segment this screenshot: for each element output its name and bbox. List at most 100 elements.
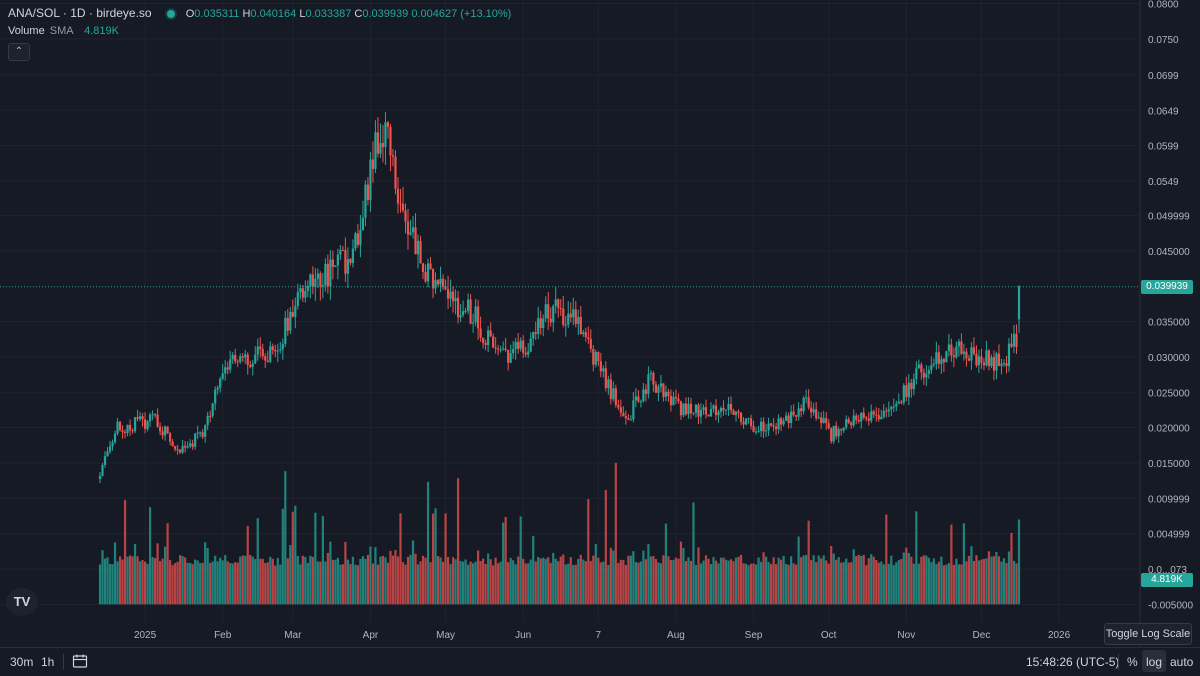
volume-bar xyxy=(284,471,287,605)
timeframe-30m-button[interactable]: 30m xyxy=(10,655,34,669)
volume-legend[interactable]: Volume SMA 4.819K xyxy=(8,25,119,37)
candle-body xyxy=(599,361,602,372)
candle-body xyxy=(739,412,743,422)
volume-bar xyxy=(817,555,820,605)
candle-body xyxy=(469,299,472,324)
volume-bar xyxy=(394,549,397,605)
candle-body xyxy=(972,347,976,354)
candle-body xyxy=(747,418,750,420)
candle-body xyxy=(434,280,437,289)
calendar-icon[interactable] xyxy=(72,653,88,672)
candle-body xyxy=(174,446,177,450)
candle-body xyxy=(812,409,815,413)
volume-bar xyxy=(404,564,407,605)
volume-bar xyxy=(344,541,347,605)
volume-bar xyxy=(754,564,758,605)
candle-body xyxy=(649,372,652,375)
candle-body xyxy=(404,210,407,222)
candle-body xyxy=(752,425,755,432)
volume-bar xyxy=(524,563,527,605)
candle-body xyxy=(847,419,850,423)
percent-scale-button[interactable]: % xyxy=(1127,655,1138,669)
candle-body xyxy=(955,346,958,358)
clock-timezone[interactable]: 15:48:26 (UTC-5) xyxy=(1026,655,1120,669)
volume-bar xyxy=(254,559,257,605)
symbol-title[interactable]: ANA/SOL · 1D · birdeye.so xyxy=(8,6,152,20)
toggle-log-scale-button[interactable]: Toggle Log Scale xyxy=(1104,623,1192,645)
candle-body xyxy=(148,414,152,422)
candle-body xyxy=(296,292,299,306)
candle-body xyxy=(542,318,545,329)
candle-body xyxy=(925,373,928,378)
candle-body xyxy=(987,350,991,367)
volume-bar xyxy=(567,563,570,605)
high-label: H xyxy=(242,8,251,20)
volume-bar xyxy=(970,546,973,605)
log-scale-button[interactable]: log xyxy=(1146,655,1163,669)
candle-body xyxy=(962,351,966,354)
candle-body xyxy=(885,410,888,412)
candle-body xyxy=(629,419,632,421)
candle-body xyxy=(191,443,194,447)
candle-body xyxy=(354,233,357,249)
timeframe-1h-button[interactable]: 1h xyxy=(41,655,55,669)
volume-bar xyxy=(877,562,880,605)
close-value: 0.039939 xyxy=(362,8,409,20)
tradingview-logo[interactable]: TV xyxy=(6,588,38,616)
volume-bar xyxy=(569,557,572,605)
candle-body xyxy=(719,407,723,412)
volume-bar xyxy=(599,562,602,605)
volume-bar xyxy=(309,555,312,605)
volume-bar xyxy=(724,559,728,605)
candle-body xyxy=(764,430,768,432)
price-axis-label: 0.030000 xyxy=(1148,353,1190,364)
volume-bar xyxy=(171,565,174,605)
volume-bar xyxy=(191,564,194,605)
candle-body xyxy=(564,324,567,326)
candle-body xyxy=(304,291,307,298)
volume-bar xyxy=(704,555,708,605)
volume-bar xyxy=(749,563,753,605)
candle-body xyxy=(992,357,996,371)
candle-body xyxy=(118,421,122,431)
collapse-legend-button[interactable]: ⌃ xyxy=(8,43,30,61)
candle-body xyxy=(572,309,575,318)
candle-body xyxy=(411,227,415,233)
candle-body xyxy=(131,430,134,432)
volume-bar xyxy=(266,562,269,605)
volume-bar xyxy=(652,556,655,605)
auto-scale-button[interactable]: auto xyxy=(1170,655,1194,669)
volume-bar xyxy=(542,557,545,605)
candle-body xyxy=(331,259,334,267)
candle-body xyxy=(321,285,324,287)
candle-body xyxy=(687,403,690,415)
volume-bar xyxy=(767,561,770,605)
candle-body xyxy=(707,414,710,417)
volume-bar xyxy=(837,557,840,605)
volume-bar xyxy=(289,544,292,605)
volume-bar xyxy=(534,561,537,605)
volume-bar xyxy=(742,563,745,605)
candle-body xyxy=(389,126,392,156)
price-axis-label: -0.005000 xyxy=(1148,600,1193,611)
volume-bar xyxy=(214,555,217,605)
candle-body xyxy=(985,350,988,366)
volume-bar xyxy=(484,563,487,605)
volume-bar xyxy=(602,561,605,605)
time-axis-label: Nov xyxy=(897,630,915,641)
volume-bar xyxy=(424,557,427,605)
volume-bar xyxy=(955,558,958,605)
candle-body xyxy=(717,411,720,416)
candle-body xyxy=(544,304,547,319)
volume-bar xyxy=(775,564,778,605)
volume-bar xyxy=(444,513,447,605)
candle-body xyxy=(797,408,800,417)
volume-bar xyxy=(682,548,685,605)
volume-bar xyxy=(216,561,219,605)
volume-bar xyxy=(206,547,209,605)
volume-bar xyxy=(492,565,495,605)
candle-body xyxy=(281,343,284,350)
candle-body xyxy=(612,388,615,400)
volume-bar xyxy=(932,558,935,605)
